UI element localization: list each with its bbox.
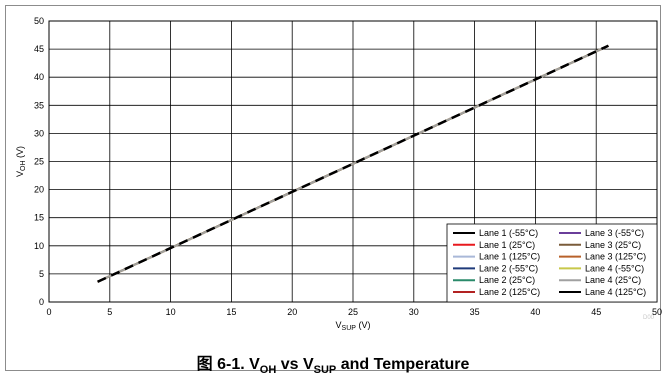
x-tick-label: 50 xyxy=(652,307,662,317)
line-chart: 0 5 10 15 20 25 30 35 40 45 50 0 5 10 15 20 25 30 35 40 45 50… xyxy=(15,16,662,332)
y-tick-label: 10 xyxy=(34,241,44,251)
legend-label: Lane 2 (25°C) xyxy=(479,275,535,285)
legend-box xyxy=(446,223,658,303)
x-tick-label: 5 xyxy=(107,307,112,317)
watermark-text: D00 xyxy=(643,315,655,321)
caption-subscript-oh: OH xyxy=(259,364,277,377)
legend-label: Lane 1 (125°C) xyxy=(479,252,540,262)
caption-prefix: 图 6-1. V xyxy=(196,356,260,373)
caption-subscript-sup: SUP xyxy=(313,364,337,377)
legend-label: Lane 2 (-55°C) xyxy=(479,263,538,273)
legend-label: Lane 2 (125°C) xyxy=(479,287,540,297)
y-tick-label: 20 xyxy=(34,185,44,195)
series-line xyxy=(97,44,609,283)
legend-label: Lane 4 (25°C) xyxy=(585,275,641,285)
y-tick-label: 15 xyxy=(34,213,44,223)
x-tick-label: 25 xyxy=(348,307,358,317)
y-tick-label: 30 xyxy=(34,128,44,138)
caption-mid: vs V xyxy=(276,356,314,373)
y-tick-label: 5 xyxy=(39,269,44,279)
legend-label: Lane 3 (25°C) xyxy=(585,240,641,250)
x-tick-label: 20 xyxy=(287,307,297,317)
x-tick-label: 45 xyxy=(591,307,601,317)
x-tick-label: 10 xyxy=(166,307,176,317)
y-tick-label: 50 xyxy=(34,16,44,26)
caption-suffix: and Temperature xyxy=(336,356,470,373)
y-tick-label: 0 xyxy=(39,297,44,307)
legend-label: Lane 4 (-55°C) xyxy=(585,263,644,273)
figure-caption: 图 6-1. VOH vs VSUP and Temperature xyxy=(6,350,660,376)
figure-frame: 0 5 10 15 20 25 30 35 40 45 50 0 5 10 15 20 25 30 35 40 45 50… xyxy=(5,5,662,376)
plot-border xyxy=(48,20,658,303)
x-axis-label: VSUP (V) xyxy=(336,320,371,332)
y-tick-label: 45 xyxy=(34,44,44,54)
x-tick-label: 0 xyxy=(46,307,51,317)
y-tick-label: 25 xyxy=(34,157,44,167)
legend-label: Lane 4 (125°C) xyxy=(585,287,646,297)
legend-label: Lane 3 (-55°C) xyxy=(585,228,644,238)
y-tick-label: 40 xyxy=(34,72,44,82)
y-tick-label: 35 xyxy=(34,100,44,110)
legend-label: Lane 3 (125°C) xyxy=(585,252,646,262)
x-tick-label: 40 xyxy=(530,307,540,317)
legend-label: Lane 1 (25°C) xyxy=(479,240,535,250)
x-tick-label: 30 xyxy=(409,307,419,317)
x-tick-label: 15 xyxy=(226,307,236,317)
y-axis-label: VOH (V) xyxy=(15,146,27,177)
x-tick-label: 35 xyxy=(470,307,480,317)
legend-label: Lane 1 (-55°C) xyxy=(479,228,538,238)
